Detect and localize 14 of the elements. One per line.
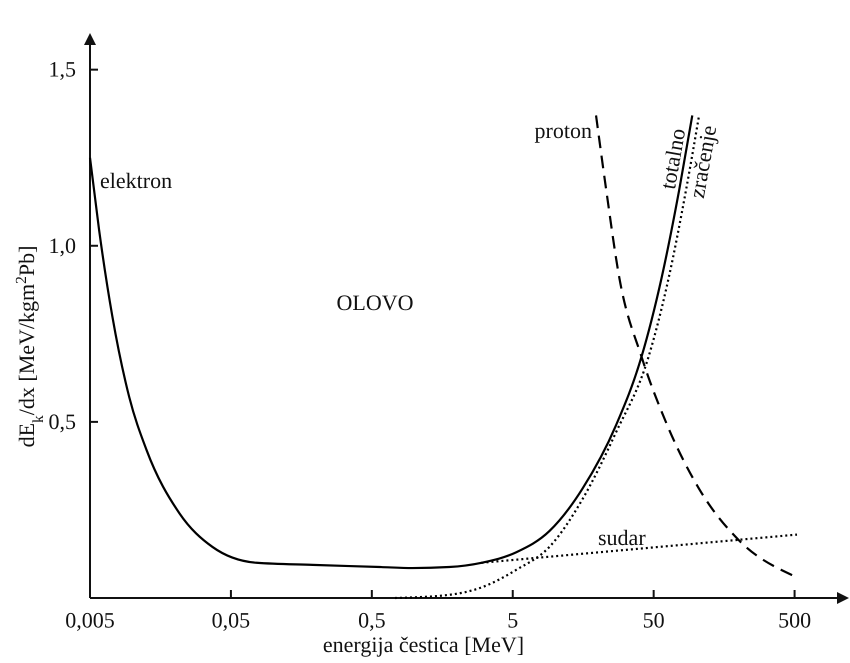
annotation: OLOVO [336,290,414,315]
annotation: sudar [598,525,646,550]
x-tick-label: 5 [507,608,518,633]
x-tick-label: 0,005 [65,608,115,633]
x-axis-title: energija čestica [MeV] [322,632,524,657]
annotation: elektron [100,168,172,193]
y-tick-label: 1,5 [48,56,76,82]
x-tick-label: 0,05 [212,608,250,633]
x-tick-label: 50 [642,608,665,633]
x-tick-label: 0,5 [358,608,386,633]
annotation: proton [534,118,592,143]
y-tick-label: 1,0 [48,232,76,258]
y-tick-label: 0,5 [48,408,76,434]
x-tick-label: 500 [778,608,812,633]
